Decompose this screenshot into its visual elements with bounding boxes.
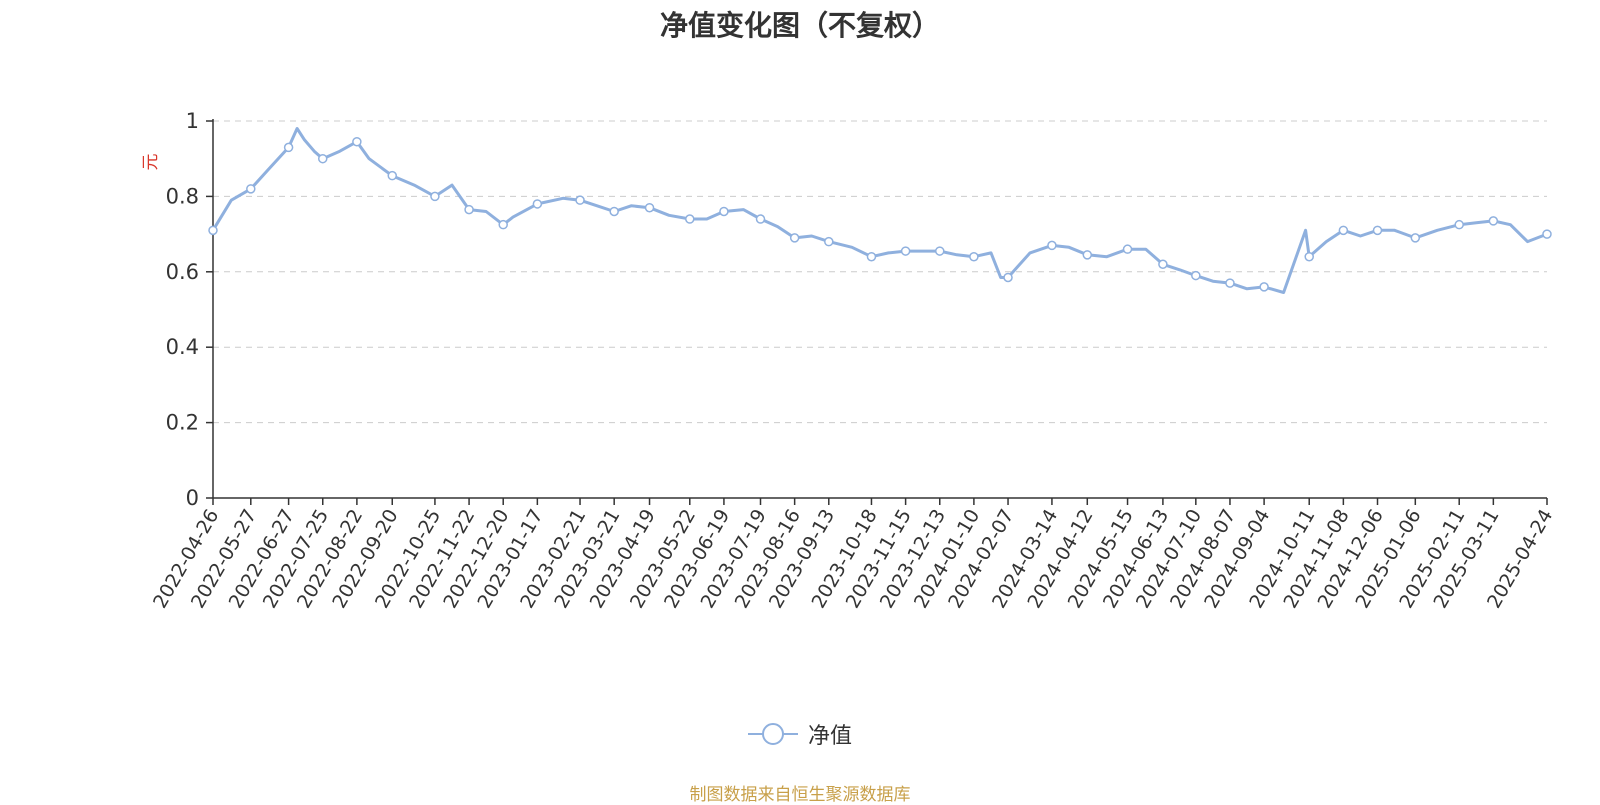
data-point — [464, 204, 474, 215]
data-point — [1003, 272, 1013, 283]
data-point — [1122, 244, 1133, 254]
data-point — [719, 206, 729, 217]
data-point — [1225, 278, 1235, 288]
data-point — [1191, 270, 1201, 281]
y-tick-label: 0.8 — [166, 184, 199, 208]
legend-label: 净值 — [807, 724, 852, 749]
data-point — [644, 202, 655, 213]
data-point — [1047, 240, 1057, 251]
data-point — [430, 191, 440, 202]
y-tick-label: 1 — [186, 109, 199, 133]
y-tick-label: 0.4 — [166, 335, 199, 359]
data-point — [1082, 250, 1093, 260]
data-point — [824, 236, 834, 247]
data-point — [283, 142, 294, 153]
legend[interactable]: 净值 — [0, 718, 1600, 750]
data-point — [352, 136, 362, 147]
data-point — [789, 233, 800, 243]
y-axis-unit-label: 元 — [141, 154, 161, 171]
data-point — [1304, 251, 1314, 262]
data-point — [317, 153, 328, 164]
data-point — [1158, 259, 1168, 270]
chart-title: 净值变化图（不复权） — [659, 9, 940, 42]
legend-line-marker-icon — [747, 723, 798, 745]
y-tick-label: 0.6 — [166, 260, 199, 284]
data-point — [1338, 225, 1349, 236]
data-point — [575, 195, 585, 205]
series-line-nav — [211, 127, 1548, 294]
data-point — [685, 214, 695, 224]
data-point — [1542, 229, 1552, 239]
data-point — [387, 170, 397, 181]
y-tick-label: 0 — [186, 486, 199, 510]
data-point — [532, 199, 543, 209]
data-point — [246, 184, 256, 194]
data-point — [934, 246, 945, 256]
data-point — [1410, 233, 1421, 243]
data-point — [1454, 219, 1464, 230]
data-point — [755, 214, 766, 224]
data-point — [208, 225, 218, 236]
data-point — [498, 219, 508, 230]
data-point — [609, 206, 619, 217]
source-note: 制图数据来自恒生聚源数据库 — [689, 785, 911, 805]
data-point — [866, 251, 877, 262]
y-tick-label: 0.2 — [166, 411, 199, 435]
data-point — [1488, 216, 1499, 226]
data-point — [1259, 282, 1269, 292]
data-point — [1372, 225, 1383, 236]
data-point — [969, 251, 979, 262]
data-point — [900, 246, 911, 256]
